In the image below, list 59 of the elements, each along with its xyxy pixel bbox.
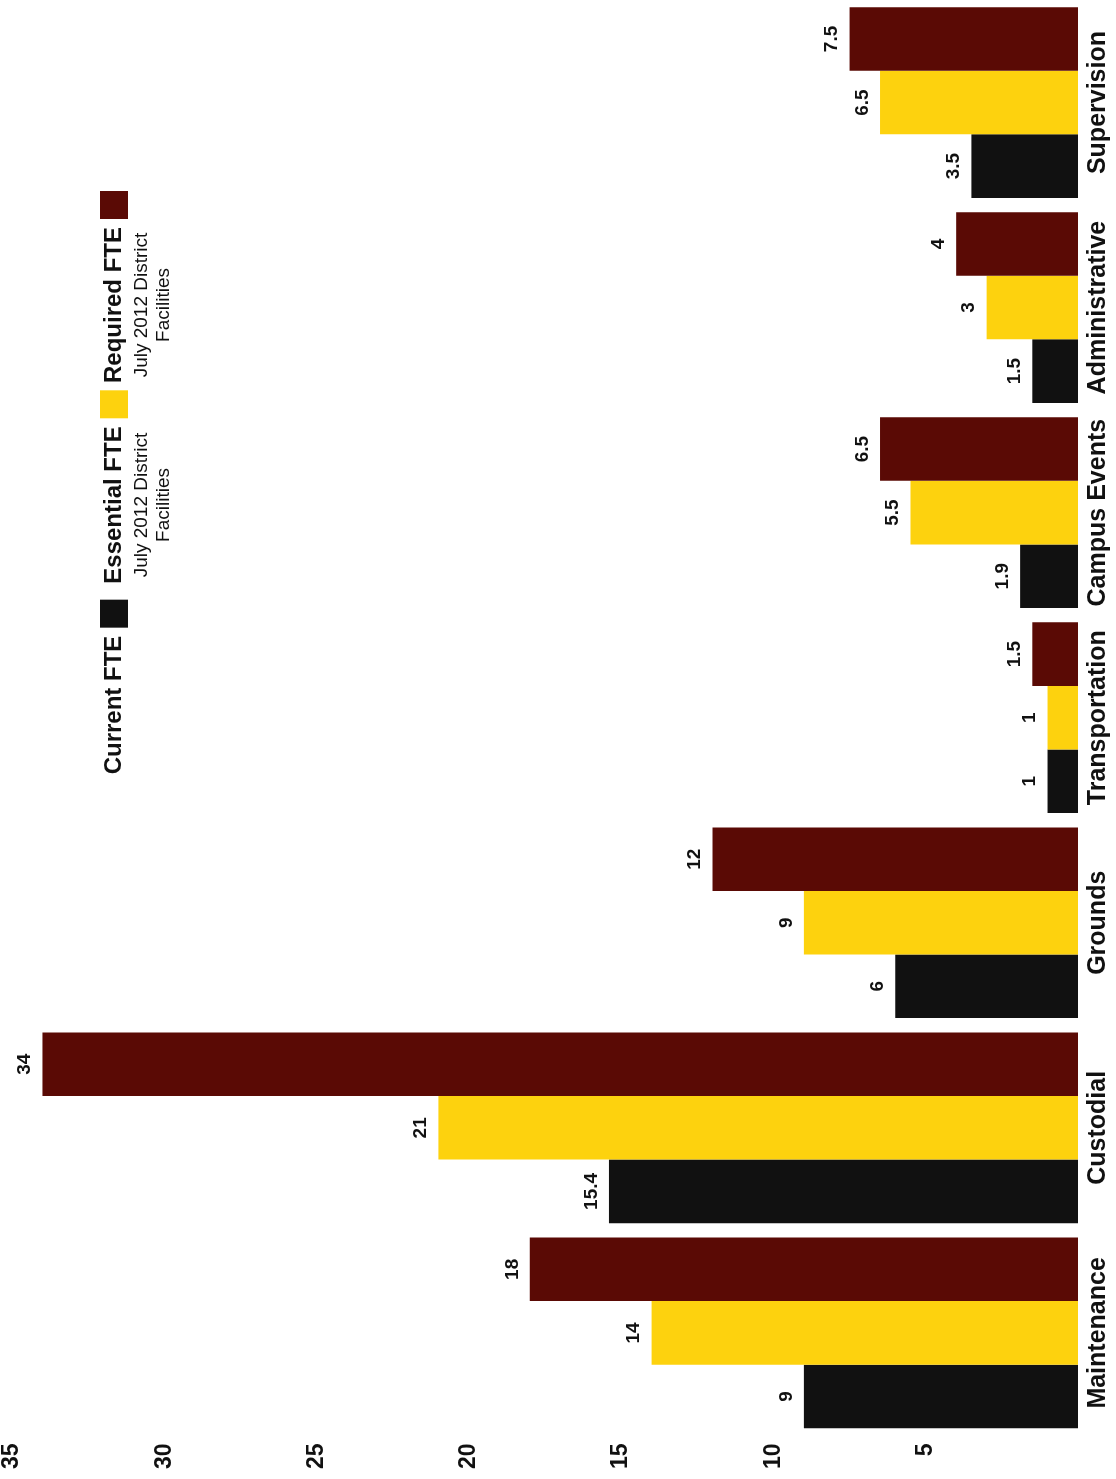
legend-label: Current FTE — [98, 635, 126, 775]
x-tick-label: 10 — [758, 1443, 785, 1470]
data-label: 1 — [1018, 775, 1040, 787]
data-label: 14 — [622, 1321, 644, 1344]
bar — [803, 890, 1078, 955]
data-label: 6.5 — [850, 88, 872, 116]
data-label: 6.5 — [850, 435, 872, 463]
bar — [956, 212, 1078, 276]
bar — [1020, 544, 1078, 608]
data-label: 9 — [774, 1391, 796, 1402]
data-label: 21 — [409, 1116, 431, 1139]
data-label: 1.9 — [990, 563, 1012, 590]
data-label: 3 — [957, 302, 979, 313]
bar — [712, 827, 1078, 891]
y-tick-label: Administrative — [1082, 220, 1111, 395]
data-label: 7.5 — [820, 25, 842, 53]
bar — [895, 954, 1078, 1019]
bar — [529, 1237, 1078, 1302]
data-label: 18 — [500, 1258, 522, 1280]
y-tick-label: Maintenance — [1082, 1257, 1111, 1409]
x-tick-label: 25 — [301, 1443, 328, 1470]
bar — [1047, 749, 1078, 814]
data-label: 9 — [774, 917, 796, 929]
bar — [986, 275, 1078, 340]
bar — [1047, 685, 1078, 750]
data-label: 1.5 — [1003, 357, 1025, 385]
y-tick-label: Transportation — [1082, 630, 1111, 806]
data-label: 1.5 — [1003, 640, 1025, 668]
data-label: 6 — [865, 981, 887, 992]
bar — [803, 1364, 1078, 1429]
y-tick-label: Grounds — [1082, 870, 1111, 975]
bar — [880, 70, 1078, 135]
x-tick-label: 20 — [454, 1443, 481, 1470]
x-tick-label: 35 — [0, 1443, 24, 1470]
legend-label: Required FTE July 2012 District Facilities — [98, 226, 173, 384]
data-label: 15.4 — [579, 1172, 601, 1210]
y-tick-label: Custodial — [1082, 1070, 1111, 1185]
x-tick-label: 5 — [911, 1443, 938, 1457]
bar — [1032, 339, 1078, 403]
data-label: 1 — [1018, 712, 1040, 723]
bar — [651, 1301, 1078, 1365]
bar — [1032, 622, 1078, 686]
data-label: 4 — [926, 238, 948, 250]
y-tick-label: Supervision — [1082, 30, 1111, 175]
data-label: 34 — [13, 1053, 35, 1075]
bar — [438, 1096, 1078, 1160]
bar — [42, 1032, 1078, 1097]
data-label: 12 — [683, 848, 705, 870]
bar — [971, 134, 1078, 198]
bar — [880, 417, 1078, 481]
legend-label: Essential FTE July 2012 District Facilities — [98, 426, 173, 584]
x-tick-label: 15 — [606, 1443, 633, 1470]
y-tick-label: Campus Events — [1082, 418, 1111, 607]
data-label: 3.5 — [942, 152, 964, 180]
x-tick-label: 30 — [149, 1443, 176, 1470]
bar — [608, 1159, 1078, 1224]
bar — [910, 480, 1078, 545]
data-label: 5.5 — [881, 499, 903, 526]
bar — [849, 7, 1078, 71]
